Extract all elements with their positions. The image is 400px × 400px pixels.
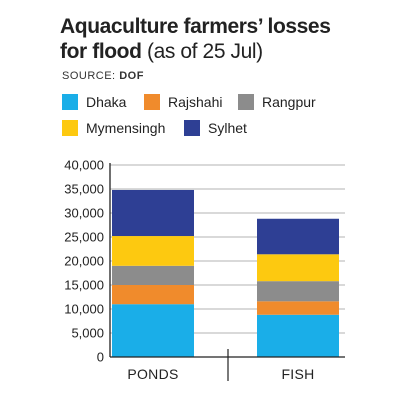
bar-segment-fish-rajshahi	[257, 301, 339, 315]
legend-item-mymensingh: Mymensingh	[62, 120, 165, 136]
y-tick-label: 5,000	[71, 326, 104, 341]
chart-title-bold: Aquaculture farmers’ losses for flood	[60, 15, 331, 63]
legend-label: Rangpur	[262, 94, 316, 110]
y-tick-label: 0	[97, 350, 104, 365]
legend-swatch	[144, 94, 160, 110]
legend-label: Mymensingh	[86, 120, 166, 136]
bar-segment-ponds-dhaka	[112, 304, 194, 357]
chart-title: Aquaculture farmers’ losses for flood (a…	[60, 14, 360, 64]
legend-swatch	[62, 120, 78, 136]
legend-swatch	[62, 94, 78, 110]
x-category-label: PONDS	[127, 366, 178, 382]
bar-segment-fish-mymensingh	[257, 254, 339, 282]
bar-segment-fish-sylhet	[257, 218, 339, 255]
bar-segment-ponds-rangpur	[112, 265, 194, 285]
legend-label: Sylhet	[208, 120, 247, 136]
y-tick-label: 30,000	[64, 206, 104, 221]
y-tick-label: 25,000	[64, 230, 104, 245]
x-category-label: FISH	[281, 366, 314, 382]
bar-segment-ponds-sylhet	[112, 189, 194, 237]
legend-label: Rajshahi	[168, 94, 223, 110]
legend-swatch	[184, 120, 200, 136]
bar-segment-fish-dhaka	[257, 314, 339, 357]
y-tick-label: 10,000	[64, 302, 104, 317]
bar-segment-fish-rangpur	[257, 281, 339, 302]
source-value: DOF	[119, 70, 144, 82]
source-label: SOURCE:	[62, 70, 116, 82]
bar-segment-ponds-mymensingh	[112, 236, 194, 266]
y-tick-label: 20,000	[64, 254, 104, 269]
legend-item-sylhet: Sylhet	[184, 120, 247, 136]
legend-label: Dhaka	[86, 94, 127, 110]
bar-segment-ponds-rajshahi	[112, 285, 194, 305]
y-tick-label: 15,000	[64, 278, 104, 293]
y-tick-label: 40,000	[64, 158, 104, 173]
legend-swatch	[238, 94, 254, 110]
legend-item-rangpur: Rangpur	[238, 94, 316, 110]
source-line: SOURCE: DOF	[62, 70, 144, 82]
chart-title-date: (as of 25 Jul)	[146, 40, 263, 63]
legend-item-rajshahi: Rajshahi	[144, 94, 222, 110]
legend-item-dhaka: Dhaka	[62, 94, 126, 110]
y-tick-label: 35,000	[64, 182, 104, 197]
